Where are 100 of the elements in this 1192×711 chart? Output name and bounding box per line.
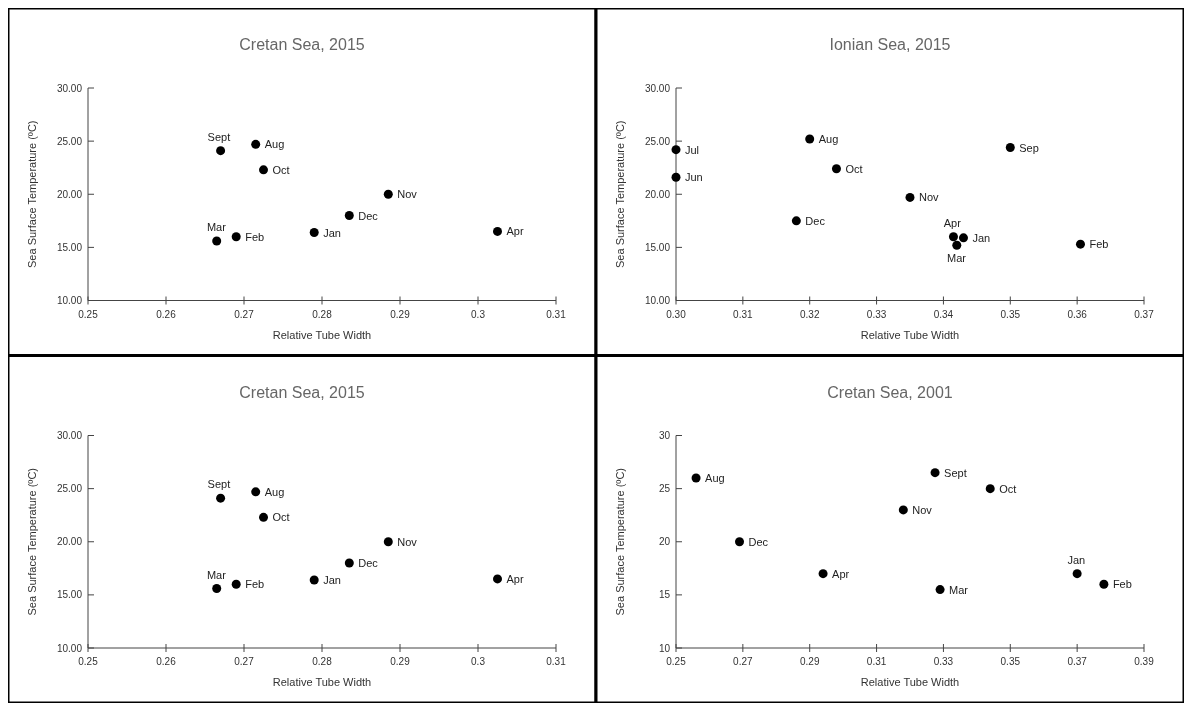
point bbox=[251, 139, 261, 149]
annotation: Jan bbox=[1067, 553, 1086, 566]
y-tick-label: 30.00 bbox=[56, 430, 83, 441]
y-tick-label: 30.00 bbox=[644, 82, 671, 94]
x-tick-label: 0.29 bbox=[390, 308, 411, 320]
x-tick-label: 0.31 bbox=[733, 308, 754, 320]
annotation: Nov bbox=[397, 188, 418, 201]
x-tick-label: 0.37 bbox=[1134, 308, 1155, 320]
y-tick-label: 15.00 bbox=[56, 589, 83, 601]
annotation: Nov bbox=[912, 503, 933, 516]
point bbox=[898, 505, 908, 515]
annotation: Apr bbox=[506, 225, 524, 238]
x-tick-label: 0.25 bbox=[78, 656, 99, 667]
y-tick-label: 30 bbox=[658, 430, 671, 441]
x-tick-label: 0.29 bbox=[799, 656, 820, 667]
point bbox=[216, 493, 226, 503]
point bbox=[259, 512, 268, 522]
annotation: Feb bbox=[1112, 578, 1132, 591]
point bbox=[952, 240, 962, 250]
y-axis-title: Sea Surface Temperature (ºC) bbox=[26, 120, 38, 268]
x-tick-label: 0.34 bbox=[933, 308, 954, 320]
point bbox=[935, 585, 945, 595]
annotation: Mar bbox=[949, 583, 969, 596]
y-tick-label: 25.00 bbox=[56, 483, 83, 495]
annotation: Apr bbox=[506, 572, 524, 585]
annotation: Oct bbox=[999, 482, 1017, 495]
annotation: Oct bbox=[272, 163, 290, 176]
point bbox=[930, 468, 940, 478]
point bbox=[344, 211, 354, 220]
y-tick-label: 30.00 bbox=[56, 82, 83, 94]
point bbox=[231, 232, 241, 242]
annotation: Jan bbox=[323, 574, 341, 586]
point bbox=[831, 164, 841, 174]
x-tick-label: 0.27 bbox=[733, 656, 754, 667]
x-axis-title: Relative Tube Width bbox=[272, 328, 372, 341]
annotation: Jul bbox=[685, 143, 700, 156]
y-tick-label: 25.00 bbox=[644, 135, 671, 147]
annotation: Aug bbox=[705, 472, 725, 484]
x-tick-label: 0.26 bbox=[156, 308, 177, 320]
x-tick-label: 0.29 bbox=[390, 656, 411, 667]
point bbox=[231, 579, 241, 589]
x-tick-label: 0.27 bbox=[234, 308, 255, 320]
point bbox=[671, 172, 681, 182]
x-tick-label: 0.39 bbox=[1134, 656, 1155, 667]
annotation: Dec bbox=[358, 557, 379, 569]
annotation: Sept bbox=[207, 478, 231, 491]
y-axis-title: Sea Surface Temperature (ºC) bbox=[614, 120, 626, 268]
x-axis-title: Relative Tube Width bbox=[860, 328, 960, 341]
annotation: Nov bbox=[397, 535, 418, 548]
y-tick-label: 20.00 bbox=[644, 188, 671, 200]
annotation: Aug bbox=[264, 485, 285, 498]
point bbox=[383, 537, 393, 547]
chart-title: Ionian Sea, 2015 bbox=[829, 36, 951, 53]
y-tick-label: 10.00 bbox=[644, 295, 671, 306]
point bbox=[216, 146, 226, 156]
annotation: Sept bbox=[207, 130, 231, 143]
chart-title: Cretan Sea, 2001 bbox=[827, 383, 953, 401]
x-tick-label: 0.31 bbox=[546, 308, 567, 320]
point bbox=[1099, 579, 1109, 589]
x-tick-label: 0.3 bbox=[471, 656, 486, 667]
point bbox=[259, 165, 268, 175]
x-tick-label: 0.30 bbox=[666, 308, 687, 320]
point bbox=[791, 216, 801, 226]
annotation: Feb bbox=[1089, 238, 1109, 251]
x-tick-label: 0.32 bbox=[799, 308, 820, 320]
annotation: Oct bbox=[272, 511, 290, 524]
x-tick-label: 0.28 bbox=[312, 656, 333, 667]
annotation: Oct bbox=[845, 162, 863, 175]
point bbox=[905, 192, 915, 202]
x-tick-label: 0.27 bbox=[234, 656, 255, 667]
point bbox=[309, 575, 319, 585]
annotation: Apr bbox=[943, 216, 962, 229]
y-tick-label: 15.00 bbox=[56, 241, 83, 253]
chart-title: Cretan Sea, 2015 bbox=[239, 36, 365, 53]
y-axis-title: Sea Surface Temperature (ºC) bbox=[614, 468, 626, 616]
annotation: Dec bbox=[748, 535, 769, 548]
x-tick-label: 0.33 bbox=[866, 308, 887, 320]
y-tick-label: 20.00 bbox=[56, 536, 83, 548]
x-tick-label: 0.25 bbox=[78, 308, 99, 320]
annotation: Jan bbox=[972, 231, 991, 244]
annotation: Jan bbox=[323, 226, 341, 239]
annotation: Mar bbox=[206, 221, 227, 233]
point bbox=[344, 558, 354, 568]
y-tick-label: 10 bbox=[658, 642, 671, 654]
annotation: Nov bbox=[919, 191, 940, 204]
point bbox=[985, 484, 995, 494]
annotation: Dec bbox=[805, 214, 826, 227]
y-tick-label: 20 bbox=[658, 536, 671, 548]
annotation: Feb bbox=[245, 578, 265, 591]
annotation: Mar bbox=[947, 252, 967, 265]
chart-title: Cretan Sea, 2015 bbox=[239, 383, 365, 401]
point bbox=[383, 189, 393, 199]
y-axis-title: Sea Surface Temperature (ºC) bbox=[26, 468, 38, 616]
annotation: Apr bbox=[832, 567, 850, 580]
point bbox=[958, 233, 968, 243]
point bbox=[1072, 569, 1082, 579]
point bbox=[1075, 239, 1085, 249]
y-tick-label: 10.00 bbox=[56, 642, 83, 654]
x-axis-title: Relative Tube Width bbox=[860, 676, 960, 688]
annotation: Mar bbox=[206, 568, 227, 581]
